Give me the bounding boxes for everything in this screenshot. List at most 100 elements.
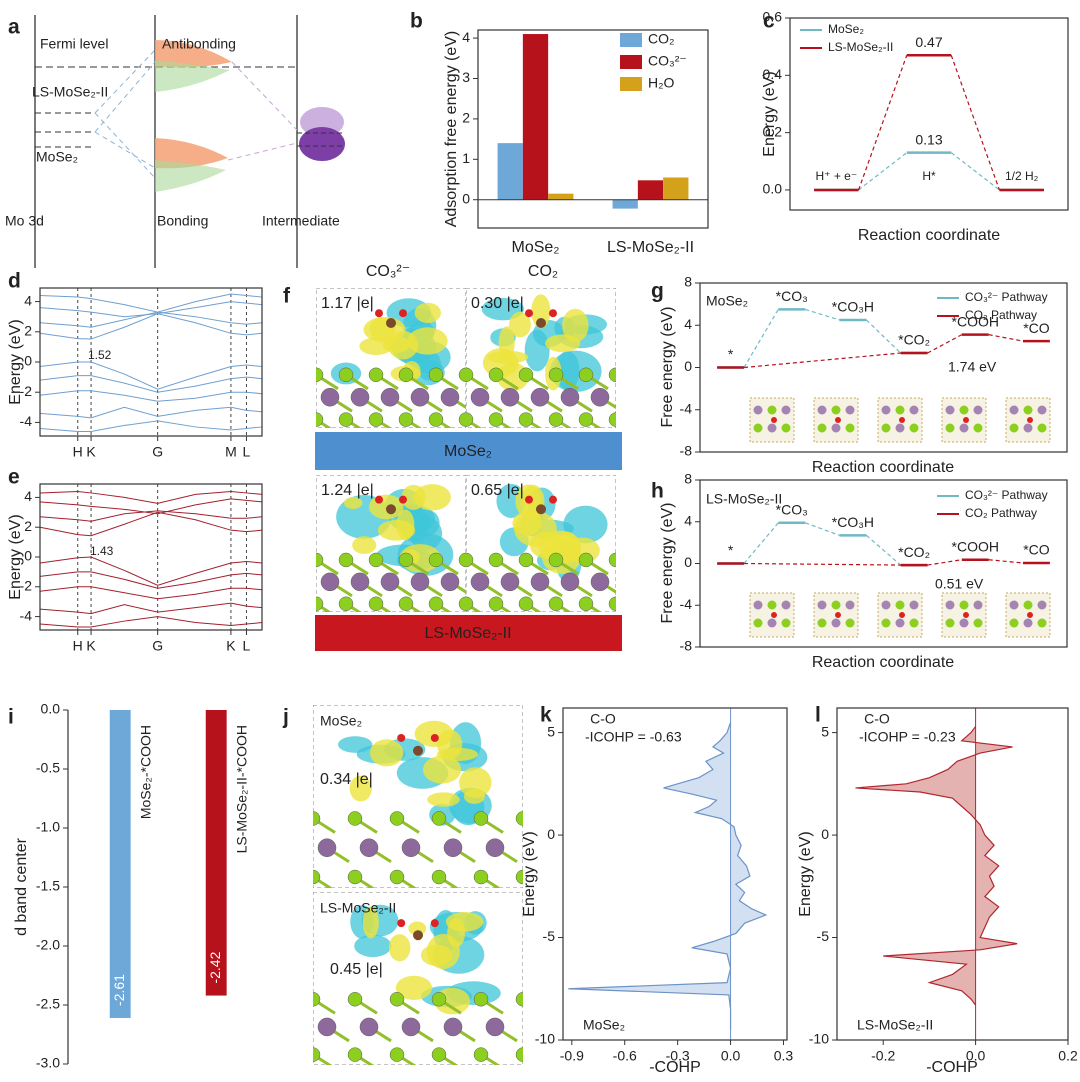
atom [895,405,905,415]
mo-atom [359,838,379,857]
atom [1027,612,1033,618]
connector [950,55,1000,191]
structure-image [466,475,616,612]
se-atom [431,992,447,1007]
atom [899,612,905,618]
level-label: *CO [1023,320,1050,336]
substrate-label: LS-MoSe₂-II [424,625,511,642]
charge-density [445,911,484,932]
se-atom [488,367,504,383]
c-atom [536,504,546,515]
band-line [39,406,263,419]
atom [895,618,905,628]
charge-label: 0.45 |e| [330,961,383,978]
level-label: *CO [1023,542,1050,558]
bar [637,180,664,200]
atom [959,405,969,415]
mo-atom [401,838,421,857]
se-atom [515,869,523,885]
structure-thumbnail [813,592,859,638]
y-tick-label: -3.0 [36,1055,60,1071]
se-atom [548,596,564,612]
panel-letter: g [651,280,664,303]
band-line [39,293,263,313]
band-line [39,571,263,589]
atom [1009,405,1019,415]
c-atom [386,504,396,515]
atom [771,417,777,423]
structure-thumbnail [749,397,795,443]
x-tick-label: G [152,638,163,654]
y-axis-label: Energy (eV) [7,514,24,599]
charge-density [396,509,415,541]
connector [865,319,902,354]
y-tick-label: 0.4 [763,66,783,82]
charge-density [563,505,608,544]
structure-thumbnail [877,397,923,443]
y-tick-label: -4 [20,607,33,623]
y-tick-label: -4 [680,400,693,416]
y-tick-label: 4 [24,292,32,308]
atom [1009,423,1019,433]
atom [1037,600,1047,610]
y-axis-label: Energy (eV) [761,71,778,156]
category-label: LS-MoSe₂-II-*COOH [233,725,249,853]
connector [744,562,901,566]
charge-density [395,975,433,1000]
se-atom [347,992,363,1007]
se-atom [458,412,466,427]
connector [865,534,902,566]
substrate-banner [315,432,622,470]
charge-label: 0.30 |e| [471,295,524,312]
charge-density [349,775,372,802]
level-label: H⁺ + e⁻ [815,169,857,183]
mo-atom [560,387,580,407]
y-tick-label: 0 [462,190,470,206]
se-atom [608,552,616,568]
atom [1009,600,1019,610]
connector [805,308,840,321]
se-atom [431,869,447,885]
subtitle: MoSe₂ [706,293,748,309]
mo-atom [470,572,490,592]
axis-frame [562,707,788,1041]
band-line [39,490,263,504]
structure-thumbnail [813,397,859,443]
panel-letter: i [8,706,14,729]
y-tick-label: 0.6 [763,9,783,25]
atom [1009,618,1019,628]
column-label: CO₃²⁻ [366,263,410,280]
level-label: *CO₂ [898,544,930,560]
charge-density [538,530,582,562]
se-atom [398,596,414,612]
mo-atom [380,572,400,592]
level-label: *COOH [952,313,999,329]
se-atom [578,367,594,383]
hybridization-line [227,61,298,161]
note: LS-MoSe₂-II [857,1017,933,1033]
se-atom [458,596,466,612]
y-tick-label: 1 [462,150,470,166]
atom [781,618,791,628]
se-atom [548,367,564,383]
y-tick-label: -4 [680,596,693,612]
cohp-area [855,726,1018,1006]
se-atom [338,596,354,612]
level-label: *COOH [952,538,999,554]
y-axis-label: Energy (eV) [521,831,538,916]
charge-label: 1.17 |e| [321,295,374,312]
se-atom [473,1047,489,1062]
se-atom [316,596,324,612]
axis-frame [789,17,1069,211]
panel-letter: h [651,480,664,503]
charge-density [427,792,460,807]
se-atom [515,992,523,1007]
o-atom [375,309,383,318]
mo-atom [440,572,460,592]
structure-image [313,892,523,1065]
connector [805,522,840,536]
atom [767,423,777,433]
column-label: CO₂ [528,263,558,280]
category-label: MoSe₂-*COOH [137,725,153,819]
o-atom [399,309,407,318]
